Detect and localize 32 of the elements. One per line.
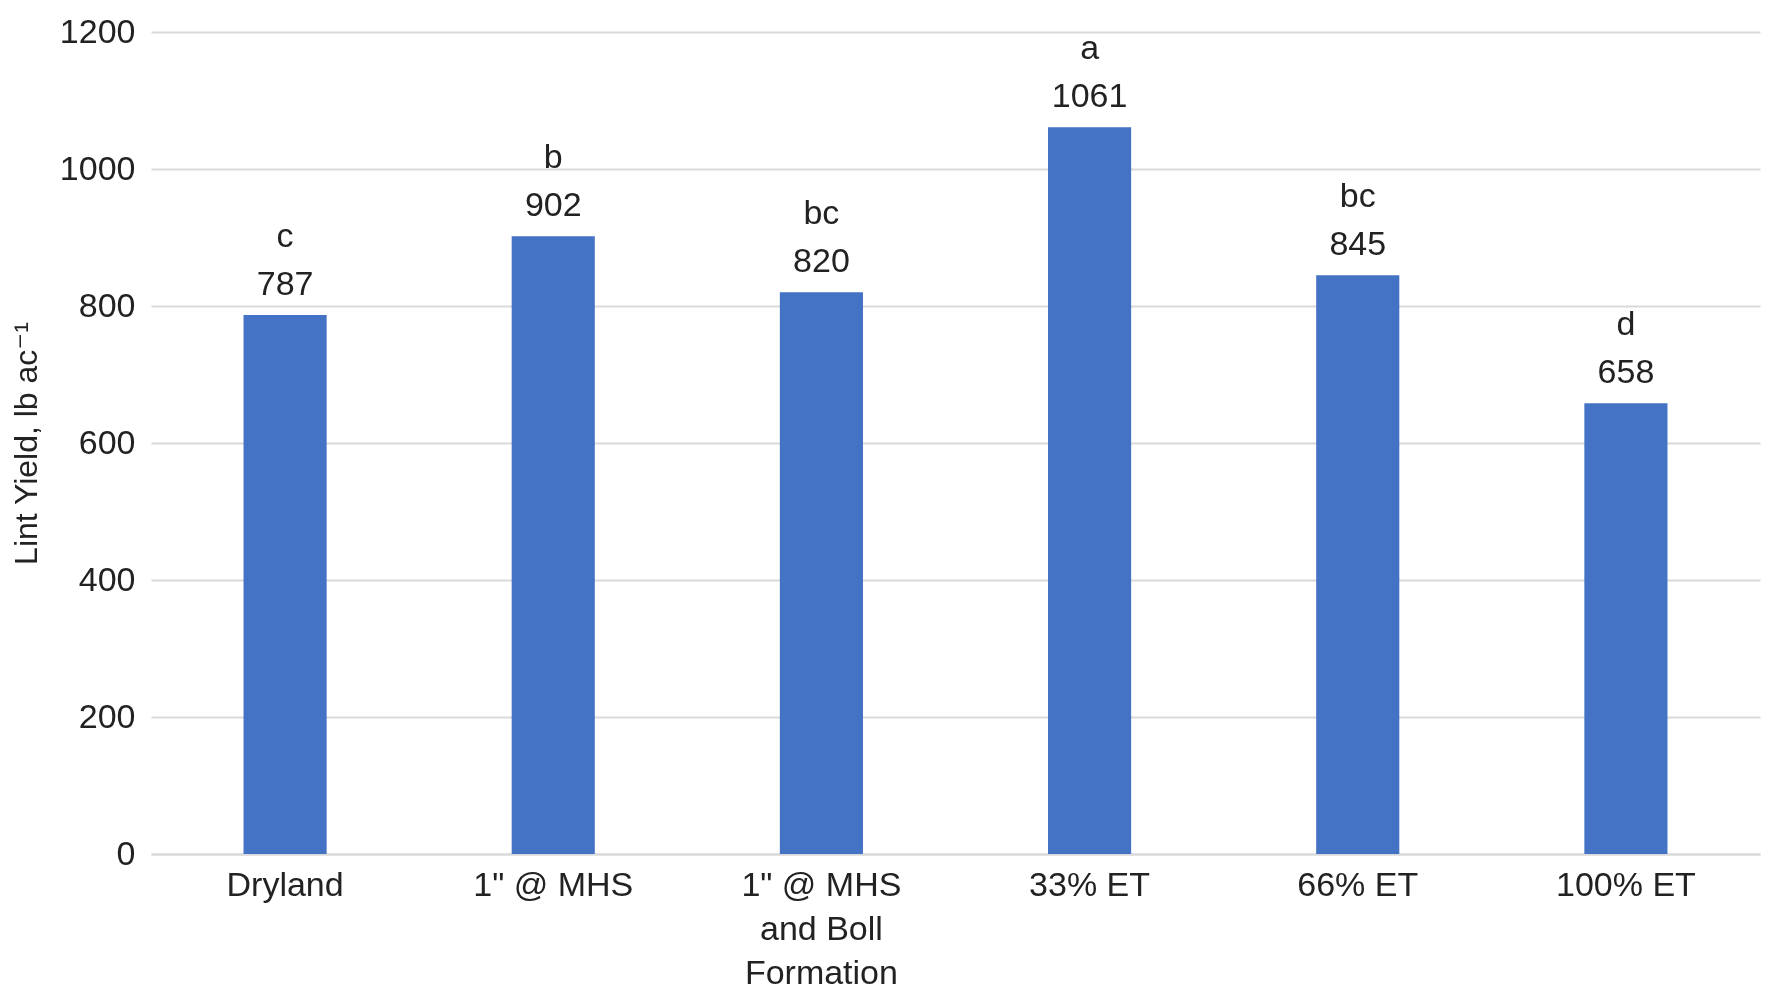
data-label: 820	[793, 241, 850, 280]
y-tick-label: 200	[78, 696, 136, 735]
y-tick-label: 1000	[59, 148, 136, 187]
y-axis-title: Lint Yield, lb ac⁻¹	[7, 322, 44, 565]
x-tick-label: 1" @ MHS and Boll Formation	[741, 864, 902, 991]
y-tick-label: 0	[116, 833, 136, 872]
bar	[243, 314, 327, 854]
x-tick-label: 100% ET	[1555, 864, 1696, 903]
y-tick-label: 400	[78, 559, 136, 598]
bar	[1048, 127, 1132, 854]
y-tick-label: 600	[78, 422, 136, 461]
annotation: b	[543, 137, 563, 176]
bar	[1584, 403, 1668, 854]
y-tick-label: 1200	[59, 11, 136, 50]
bar	[1316, 275, 1400, 854]
annotation: bc	[803, 193, 840, 232]
data-label: 1061	[1051, 76, 1128, 115]
x-tick-label: 66% ET	[1297, 864, 1419, 903]
data-label: 787	[256, 263, 314, 302]
x-tick-label: 33% ET	[1029, 864, 1151, 903]
bar	[511, 236, 595, 854]
data-label: 902	[524, 185, 582, 224]
x-tick-label: 1" @ MHS	[473, 864, 634, 903]
annotation: bc	[1339, 176, 1376, 215]
bar	[779, 292, 863, 854]
data-label: 845	[1329, 224, 1387, 263]
annotation: d	[1616, 304, 1636, 343]
data-label: 658	[1597, 352, 1655, 391]
x-tick-label: Dryland	[226, 864, 344, 903]
annotation: c	[276, 215, 294, 254]
annotation: a	[1080, 28, 1100, 67]
y-tick-label: 800	[78, 285, 136, 324]
